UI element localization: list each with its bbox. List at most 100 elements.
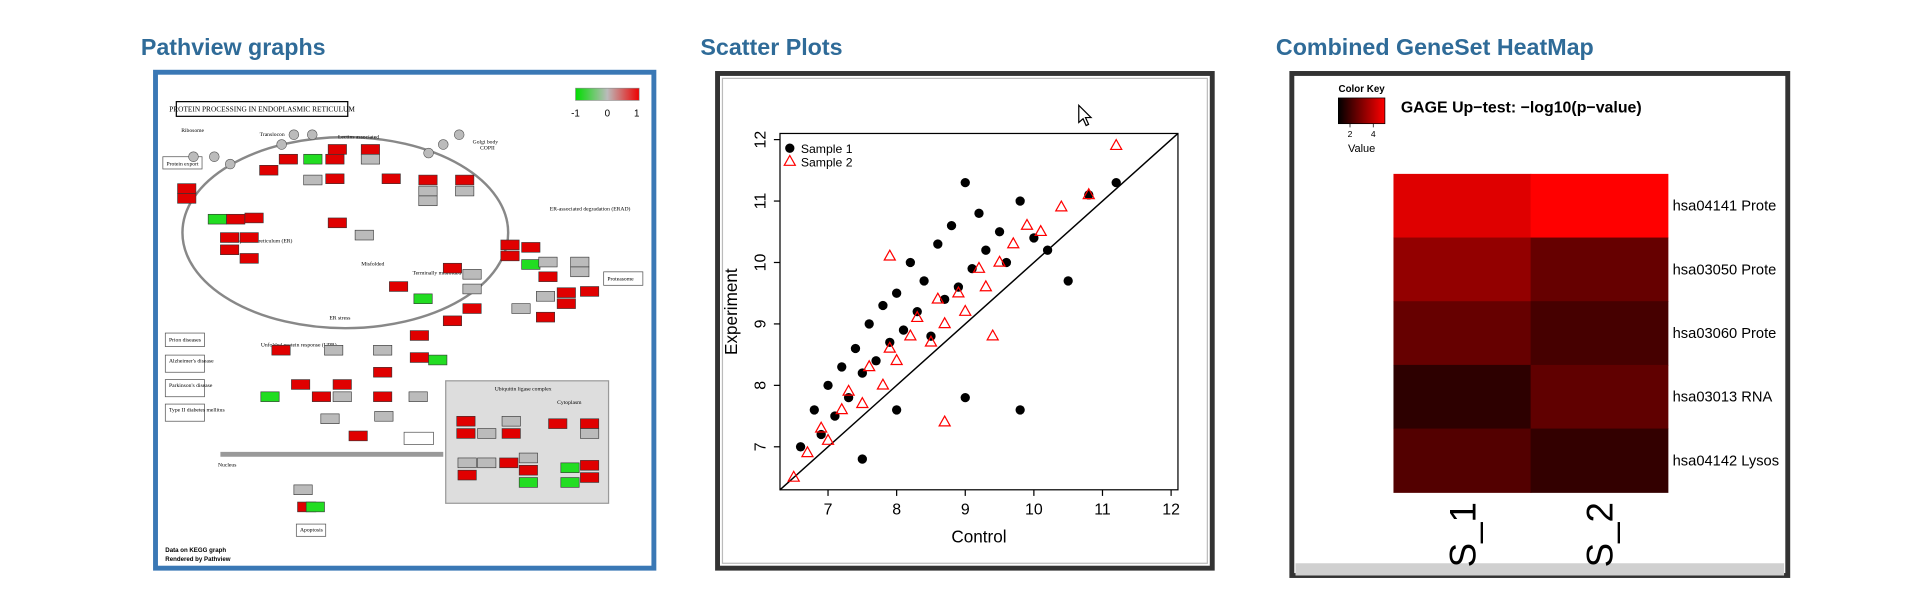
gene-box <box>499 457 519 469</box>
gene-box <box>177 193 197 204</box>
organelle <box>276 139 287 150</box>
gene-box <box>332 379 352 390</box>
scatter-point <box>910 310 924 323</box>
scatter-point <box>938 414 952 427</box>
pathway-box <box>164 403 205 422</box>
scatter-point <box>850 343 861 354</box>
x-tick-label: 7 <box>824 501 833 518</box>
scatter-point <box>1109 138 1123 151</box>
scatter-point <box>1020 218 1034 230</box>
gene-box <box>580 460 600 471</box>
diagram-label: Translocon <box>260 132 285 138</box>
gene-box <box>293 484 313 495</box>
gene-box <box>220 232 240 243</box>
gene-box <box>536 291 555 302</box>
scatter-point <box>823 380 833 391</box>
gene-box <box>177 183 197 194</box>
gene-box <box>455 185 475 197</box>
gene-box <box>560 462 580 473</box>
diagram-label: Apoptosis <box>300 527 323 533</box>
heatmap-cell <box>1530 237 1669 302</box>
gene-box <box>500 250 520 262</box>
x-tick-label: 12 <box>1162 501 1180 518</box>
scatter-point <box>958 304 972 316</box>
organelle <box>225 158 236 170</box>
heatmap-cell <box>1393 364 1532 430</box>
scatter-point <box>787 470 801 482</box>
scatter-point <box>993 255 1007 267</box>
scatter-point <box>946 220 957 231</box>
y-tick-label: 12 <box>752 131 769 149</box>
gene-box <box>389 281 409 292</box>
scatter-point <box>974 208 984 218</box>
gene-box <box>518 452 538 464</box>
pathway-box <box>164 379 205 398</box>
heatmap-cell <box>1393 237 1532 302</box>
scatter-point <box>785 143 795 153</box>
panel-inner-frame <box>721 77 1208 564</box>
scatter-point <box>898 325 909 335</box>
pathway-box <box>164 354 205 373</box>
gene-box <box>381 173 401 184</box>
legend-label: 0 <box>605 108 611 119</box>
y-tick-label: 10 <box>752 253 769 271</box>
gene-box <box>418 185 438 197</box>
y-tick-label: 7 <box>752 442 769 451</box>
scatter-point <box>1042 245 1053 255</box>
gene-box <box>580 418 600 429</box>
gene-box <box>511 303 531 314</box>
gene-box <box>305 501 325 513</box>
scatter-point <box>1034 224 1048 237</box>
gene-box <box>462 269 482 280</box>
scatter-point <box>960 392 970 403</box>
gene-box <box>325 173 345 184</box>
er-membrane <box>181 135 510 330</box>
plot-area <box>779 132 1179 491</box>
gene-box <box>570 256 590 268</box>
gene-box <box>456 416 476 427</box>
diagram-label: Nucleus <box>218 463 236 469</box>
heatmap-cell <box>1530 428 1669 493</box>
gene-box <box>354 229 374 241</box>
gene-box <box>278 153 298 165</box>
gene-box <box>325 153 345 165</box>
gene-box <box>239 232 259 243</box>
gene-box <box>536 311 555 323</box>
scatter-point <box>855 396 869 409</box>
scatter-point <box>1006 236 1020 249</box>
gene-box <box>260 391 280 402</box>
diagram-label: Proteasome <box>607 276 634 282</box>
x-tick-label: 11 <box>1094 501 1111 518</box>
gene-box <box>360 153 380 165</box>
gene-box <box>456 428 476 439</box>
heatmap-cell <box>1530 301 1669 366</box>
diagram-label: Lectins associated <box>338 134 379 140</box>
gene-box <box>327 217 347 229</box>
gene-box <box>501 428 521 439</box>
heatmap-cell <box>1530 173 1669 239</box>
heatmap-cell <box>1393 428 1532 493</box>
scatter-point <box>933 239 943 249</box>
scatter-point <box>821 433 835 445</box>
y-tick-label: 9 <box>752 319 769 328</box>
gene-box <box>455 174 475 186</box>
gene-box <box>332 391 352 402</box>
pathway-box <box>164 332 205 347</box>
title-box <box>175 101 349 117</box>
color-key-label: Value <box>1348 143 1375 155</box>
scatter-point <box>891 405 902 415</box>
gene-box <box>291 379 311 390</box>
row-label: hsa03050 Prote <box>1673 262 1777 278</box>
scatter-point <box>905 257 916 268</box>
diagram-label: Ribosome <box>181 128 204 134</box>
diagram-label: ER-associated degradation (ERAD) <box>550 206 631 213</box>
gene-box <box>518 477 538 488</box>
scatter-point <box>1111 177 1121 188</box>
scatter-point <box>795 442 806 452</box>
scrollbar[interactable] <box>1295 563 1785 576</box>
scatter-point <box>938 316 952 329</box>
diagram-label: Endoplasmic reticulum (ER) <box>228 237 293 244</box>
gene-box <box>521 259 541 270</box>
gene-box <box>442 262 462 274</box>
organelle <box>188 151 199 162</box>
